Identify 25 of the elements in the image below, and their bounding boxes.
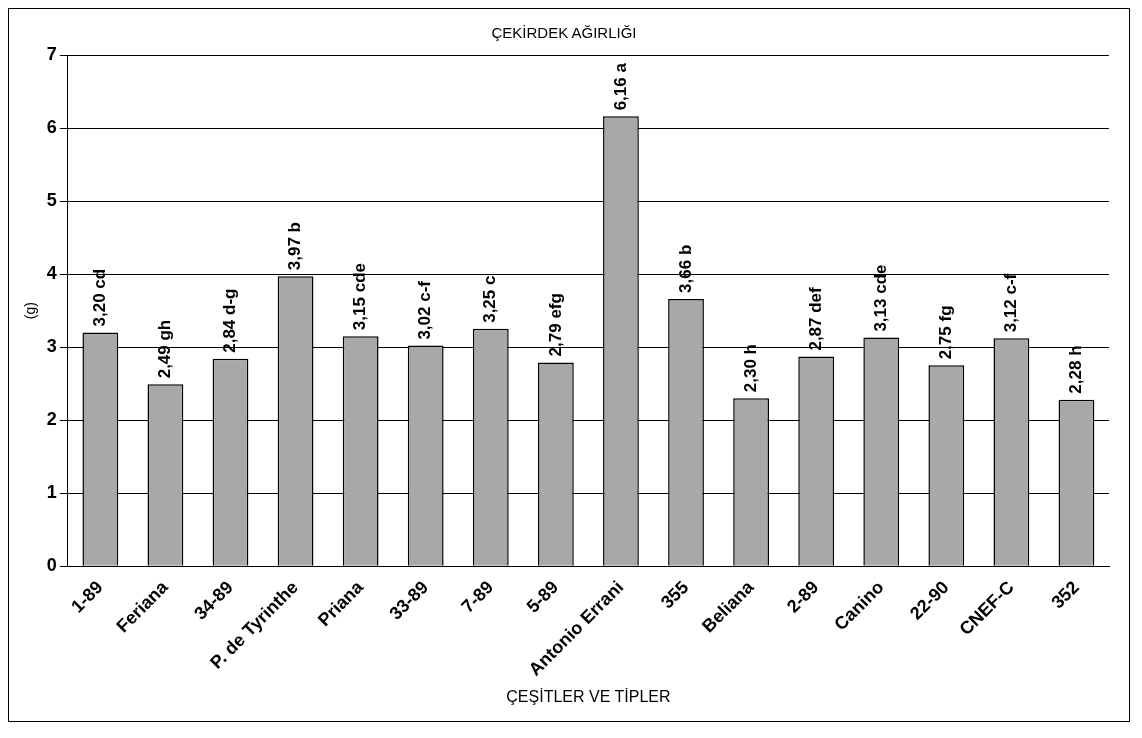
data-label: 2,75 fg bbox=[936, 305, 955, 360]
y-tick-label: 4 bbox=[46, 263, 57, 284]
y-tick-label: 6 bbox=[46, 116, 57, 137]
y-tick-label: 5 bbox=[46, 190, 57, 211]
data-label: 2,87 def bbox=[805, 286, 825, 351]
y-axis-title: (g) bbox=[22, 302, 39, 320]
data-label: 3,20 cd bbox=[90, 268, 110, 327]
y-tick-label: 3 bbox=[46, 336, 57, 357]
chart-title: ÇEKİRDEK AĞIRLIĞI bbox=[491, 24, 637, 42]
data-label: 3,12 c-f bbox=[1001, 273, 1021, 333]
data-label: 3,66 b bbox=[675, 244, 695, 293]
y-tick-label: 0 bbox=[46, 555, 57, 576]
data-label: 2,84 d-g bbox=[220, 288, 240, 353]
y-tick-label: 7 bbox=[46, 43, 57, 64]
x-axis-title: ÇEŞİTLER VE TİPLER bbox=[506, 686, 671, 705]
data-label: 3,02 c-f bbox=[415, 280, 435, 340]
y-tick-label: 2 bbox=[46, 409, 57, 430]
x-tick-label: 355 bbox=[656, 576, 693, 613]
data-label: 3,13 cde bbox=[870, 264, 890, 332]
data-label: 3,25 c bbox=[480, 275, 500, 323]
y-tick-label: 1 bbox=[46, 482, 57, 503]
x-tick-label: 352 bbox=[1047, 576, 1083, 613]
data-label: 3,97 b bbox=[285, 222, 305, 271]
data-label: 2,79 efg bbox=[545, 293, 565, 357]
data-label: 6,16 a bbox=[610, 62, 630, 111]
